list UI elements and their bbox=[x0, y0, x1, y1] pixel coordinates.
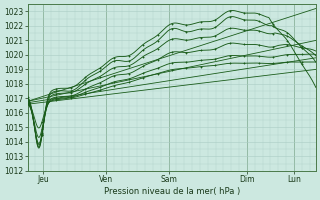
X-axis label: Pression niveau de la mer( hPa ): Pression niveau de la mer( hPa ) bbox=[104, 187, 240, 196]
